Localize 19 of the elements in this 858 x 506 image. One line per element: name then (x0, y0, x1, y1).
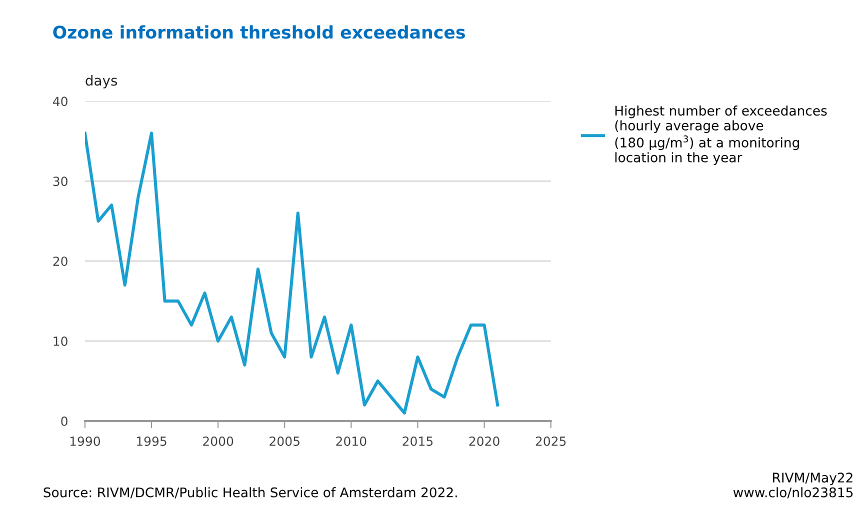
chart-title: Ozone information threshold exceedances (53, 25, 465, 39)
y-tick-label: 20 (53, 256, 68, 266)
y-tick-label: 0 (61, 416, 68, 426)
text: RIVM/May22 www.clo/nlo23815 (733, 472, 853, 498)
y-tick-label: 30 (53, 176, 68, 186)
y-tick-label: 40 (52, 96, 68, 106)
x-tick-label: 1990 (70, 436, 100, 446)
x-tick-label: 2010 (336, 436, 366, 446)
y-tick-label: 10 (54, 336, 68, 346)
x-tick-label: 2005 (270, 436, 300, 446)
x-tick-label: 2015 (402, 436, 433, 446)
y-axis-title: days (86, 74, 118, 88)
legend-label: Highest number of exceedances (hourly average above (180 µg/m$^{3}$) at a monitoring location in the year (615, 105, 827, 165)
x-tick-label: 2000 (203, 436, 234, 446)
x-tick-label: 2020 (469, 436, 500, 446)
line-series (84, 132, 500, 415)
x-tick-label: 1995 (136, 436, 166, 446)
source-note: Source: RIVM/DCMR/Public Health Service of Amsterdam 2022. (44, 487, 457, 498)
x-tick-label: 2025 (536, 436, 566, 446)
